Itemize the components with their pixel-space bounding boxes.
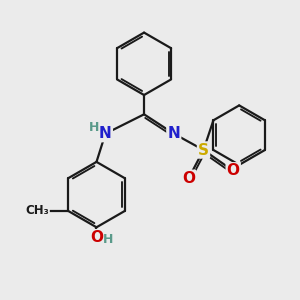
Text: O: O (227, 163, 240, 178)
Text: H: H (89, 121, 99, 134)
Text: CH₃: CH₃ (25, 204, 49, 218)
Text: N: N (99, 126, 112, 141)
Text: O: O (90, 230, 103, 245)
Text: S: S (198, 142, 209, 158)
Text: O: O (182, 171, 195, 186)
Text: H: H (103, 233, 113, 246)
Text: N: N (167, 126, 180, 141)
